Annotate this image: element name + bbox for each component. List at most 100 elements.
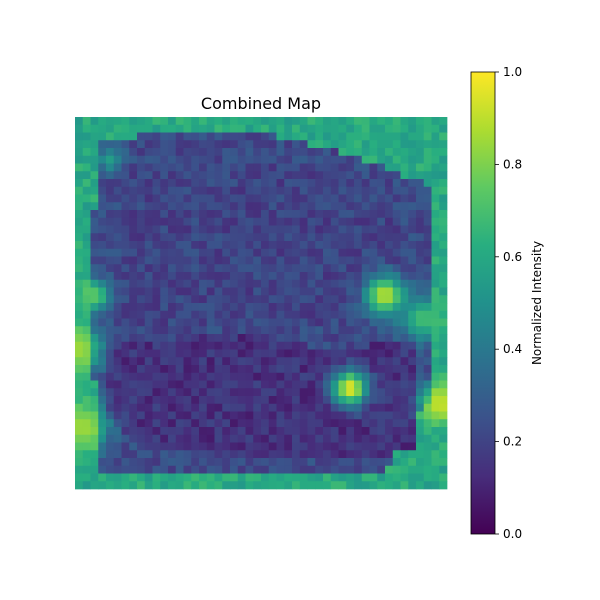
- heatmap-cell: [284, 186, 293, 195]
- heatmap-cell: [439, 148, 448, 157]
- heatmap-cell: [408, 210, 417, 219]
- heatmap-cell: [183, 124, 192, 133]
- heatmap-cell: [253, 372, 262, 381]
- heatmap-cell: [175, 396, 184, 405]
- heatmap-cell: [261, 349, 270, 358]
- heatmap-cell: [307, 117, 316, 126]
- heatmap-cell: [423, 473, 432, 482]
- heatmap-cell: [416, 272, 425, 281]
- heatmap-cell: [431, 117, 440, 126]
- heatmap-cell: [354, 272, 363, 281]
- heatmap-cell: [206, 349, 215, 358]
- heatmap-cell: [106, 287, 115, 296]
- heatmap-cell: [354, 380, 363, 389]
- heatmap-cell: [284, 473, 293, 482]
- heatmap-cell: [284, 341, 293, 350]
- heatmap-cell: [82, 202, 91, 211]
- heatmap-cell: [261, 171, 270, 180]
- heatmap-cell: [354, 124, 363, 133]
- heatmap-cell: [129, 380, 138, 389]
- heatmap-cell: [90, 341, 99, 350]
- heatmap-cell: [284, 194, 293, 203]
- heatmap-cell: [121, 171, 130, 180]
- heatmap-cell: [160, 458, 169, 467]
- heatmap-cell: [160, 272, 169, 281]
- heatmap-cell: [75, 419, 84, 428]
- heatmap-cell: [392, 194, 401, 203]
- heatmap-cell: [183, 117, 192, 126]
- heatmap-cell: [423, 186, 432, 195]
- heatmap-cell: [361, 132, 370, 141]
- heatmap-cell: [144, 450, 153, 459]
- heatmap-cell: [400, 341, 409, 350]
- heatmap-cell: [137, 427, 146, 436]
- heatmap-cell: [82, 295, 91, 304]
- heatmap-cell: [191, 148, 200, 157]
- heatmap-cell: [152, 155, 161, 164]
- heatmap-cell: [160, 279, 169, 288]
- heatmap-cell: [90, 256, 99, 265]
- heatmap-cell: [160, 419, 169, 428]
- heatmap-cell: [191, 372, 200, 381]
- heatmap-cell: [416, 388, 425, 397]
- heatmap-cell: [206, 473, 215, 482]
- heatmap-cell: [276, 341, 285, 350]
- heatmap-cell: [168, 318, 177, 327]
- heatmap-cell: [377, 186, 386, 195]
- heatmap-cell: [385, 427, 394, 436]
- heatmap-cell: [268, 241, 277, 250]
- heatmap-cell: [423, 458, 432, 467]
- heatmap-cell: [175, 403, 184, 412]
- heatmap-cell: [90, 186, 99, 195]
- heatmap-cell: [214, 295, 223, 304]
- heatmap-cell: [323, 372, 332, 381]
- heatmap-cell: [361, 210, 370, 219]
- heatmap-cell: [423, 372, 432, 381]
- heatmap-cell: [222, 202, 231, 211]
- heatmap-cell: [392, 279, 401, 288]
- heatmap-cell: [439, 458, 448, 467]
- heatmap-cell: [75, 225, 84, 234]
- heatmap-cell: [106, 194, 115, 203]
- heatmap-cell: [369, 473, 378, 482]
- heatmap-cell: [299, 303, 308, 312]
- heatmap-cell: [439, 473, 448, 482]
- heatmap-cell: [129, 473, 138, 482]
- heatmap-cell: [90, 481, 99, 490]
- heatmap-cell: [121, 396, 130, 405]
- heatmap-cell: [144, 326, 153, 335]
- heatmap-cell: [152, 210, 161, 219]
- heatmap-cell: [214, 341, 223, 350]
- heatmap-cell: [315, 264, 324, 273]
- heatmap-cell: [144, 241, 153, 250]
- heatmap-cell: [168, 179, 177, 188]
- heatmap-cell: [152, 388, 161, 397]
- heatmap-cell: [361, 450, 370, 459]
- heatmap-cell: [299, 434, 308, 443]
- heatmap-cell: [416, 318, 425, 327]
- heatmap-cell: [377, 419, 386, 428]
- heatmap-cell: [113, 419, 122, 428]
- heatmap-cell: [137, 380, 146, 389]
- heatmap-cell: [276, 442, 285, 451]
- heatmap-cell: [284, 155, 293, 164]
- heatmap-cell: [361, 388, 370, 397]
- heatmap-cell: [416, 225, 425, 234]
- heatmap-cell: [214, 396, 223, 405]
- heatmap-cell: [354, 341, 363, 350]
- heatmap-cell: [113, 140, 122, 149]
- heatmap-cell: [191, 124, 200, 133]
- heatmap-cell: [299, 148, 308, 157]
- heatmap-cell: [121, 427, 130, 436]
- heatmap-cell: [245, 155, 254, 164]
- heatmap-cell: [98, 210, 107, 219]
- heatmap-cell: [82, 411, 91, 420]
- heatmap-cell: [400, 326, 409, 335]
- heatmap-cell: [245, 403, 254, 412]
- heatmap-cell: [431, 357, 440, 366]
- heatmap-cell: [237, 465, 246, 474]
- heatmap-cell: [106, 272, 115, 281]
- heatmap-cell: [152, 179, 161, 188]
- heatmap-cell: [315, 427, 324, 436]
- heatmap-cell: [431, 194, 440, 203]
